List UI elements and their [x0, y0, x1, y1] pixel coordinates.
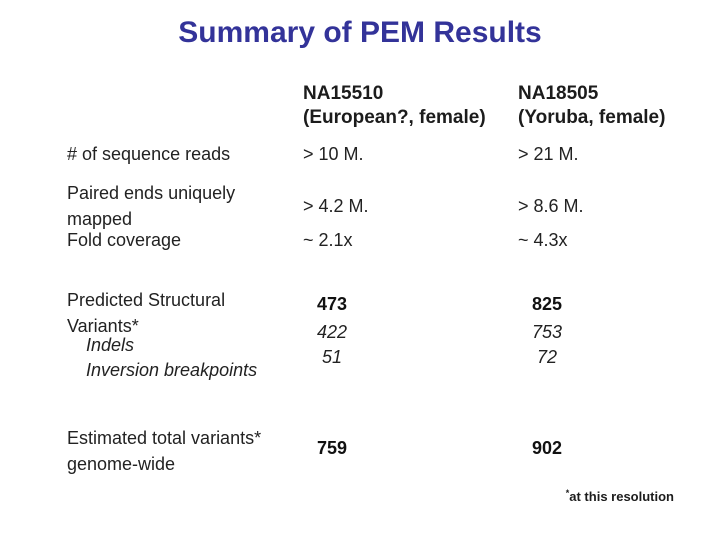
- cell-value: > 8.6 M.: [518, 196, 584, 216]
- cell-value: 473: [316, 294, 348, 314]
- footnote: *at this resolution: [566, 488, 674, 504]
- row-label-line: genome-wide: [67, 454, 176, 474]
- row-label-estimated-total-variants: Estimated total variants* genome-wide: [67, 425, 261, 477]
- row-label-line: Variants*: [67, 316, 139, 336]
- column-header-id: NA18505: [518, 83, 599, 104]
- cell-value: 759: [316, 438, 348, 458]
- row-label-paired-ends: Paired ends uniquely mapped: [67, 180, 235, 232]
- cell-value: > 10 M.: [303, 144, 364, 164]
- cell-value: 72: [536, 347, 558, 367]
- cell-value: 825: [531, 294, 563, 314]
- cell-value: 902: [531, 438, 563, 458]
- row-label-line: mapped: [67, 209, 133, 229]
- column-header-na15510: NA15510 (European?, female): [303, 82, 486, 130]
- row-label-line: Paired ends uniquely: [67, 183, 236, 203]
- row-label-inversion-breakpoints: Inversion breakpoints: [86, 360, 258, 380]
- footnote-text: at this resolution: [569, 489, 674, 504]
- footnote-asterisk: *: [565, 488, 570, 498]
- row-label-sequence-reads: # of sequence reads: [67, 144, 231, 164]
- cell-value: 753: [531, 322, 563, 342]
- cell-value: > 4.2 M.: [303, 196, 369, 216]
- column-header-na18505: NA18505 (Yoruba, female): [518, 82, 665, 130]
- cell-value: ~ 4.3x: [518, 230, 568, 250]
- column-header-population: (European?, female): [303, 107, 486, 128]
- row-label-indels: Indels: [86, 335, 135, 355]
- cell-value: 51: [321, 347, 343, 367]
- cell-value: 422: [316, 322, 348, 342]
- column-header-id: NA15510: [303, 83, 384, 104]
- cell-value: > 21 M.: [518, 144, 579, 164]
- row-label-predicted-structural-variants: Predicted Structural Variants*: [67, 287, 225, 339]
- column-header-population: (Yoruba, female): [518, 107, 666, 128]
- row-label-line: Predicted Structural: [67, 290, 226, 310]
- row-label-line: Estimated total variants*: [67, 428, 262, 448]
- row-label-fold-coverage: Fold coverage: [67, 230, 182, 250]
- page-title: Summary of PEM Results: [178, 16, 542, 49]
- cell-value: ~ 2.1x: [303, 230, 353, 250]
